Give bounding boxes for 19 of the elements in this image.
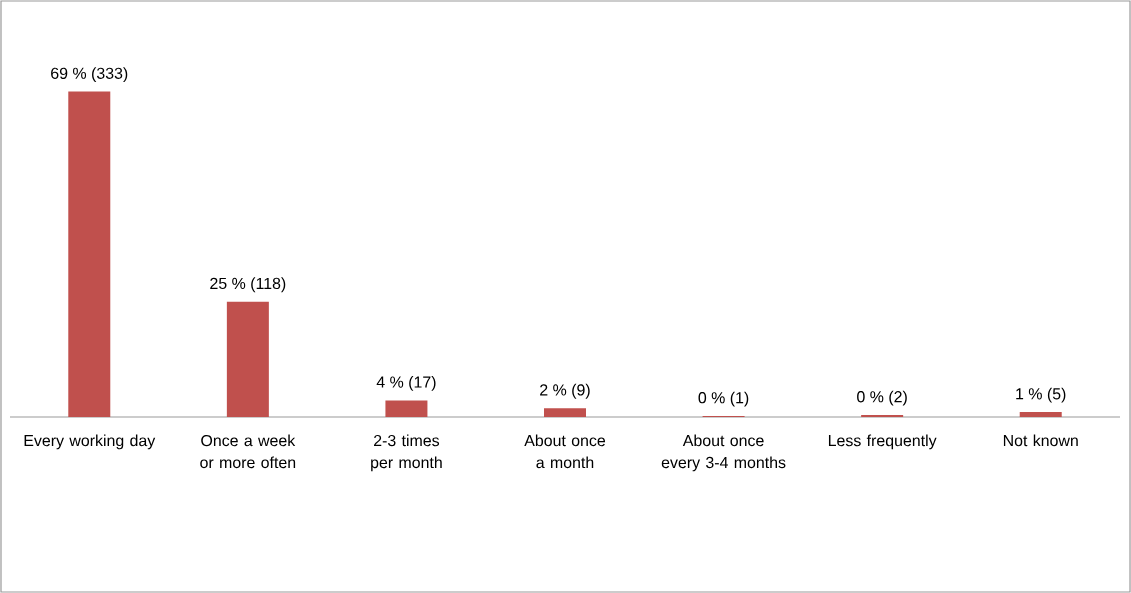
bar	[68, 91, 111, 417]
bar	[385, 400, 428, 417]
x-tick-label: About once a month	[524, 434, 606, 469]
data-label: 25 % (118)	[210, 277, 286, 293]
x-tick-label: Not known	[1003, 434, 1078, 447]
data-label: 0 % (2)	[857, 390, 907, 406]
data-label: 69 % (333)	[51, 67, 128, 83]
data-label: 4 % (17)	[376, 376, 436, 391]
data-label: 0 % (1)	[698, 391, 749, 407]
x-tick-label: 2-3 times per month	[371, 434, 442, 472]
bar	[544, 408, 586, 417]
x-tick-label: Once a week or more often	[200, 434, 296, 469]
data-label: 2 % (9)	[540, 383, 590, 399]
x-tick-label: About once every 3-4 months	[661, 434, 786, 472]
bar	[226, 301, 269, 417]
data-label: 1 % (5)	[1016, 387, 1066, 403]
x-tick-label: Every working day	[24, 434, 156, 450]
bar	[1019, 412, 1062, 417]
x-tick-label: Less frequently	[828, 434, 937, 450]
